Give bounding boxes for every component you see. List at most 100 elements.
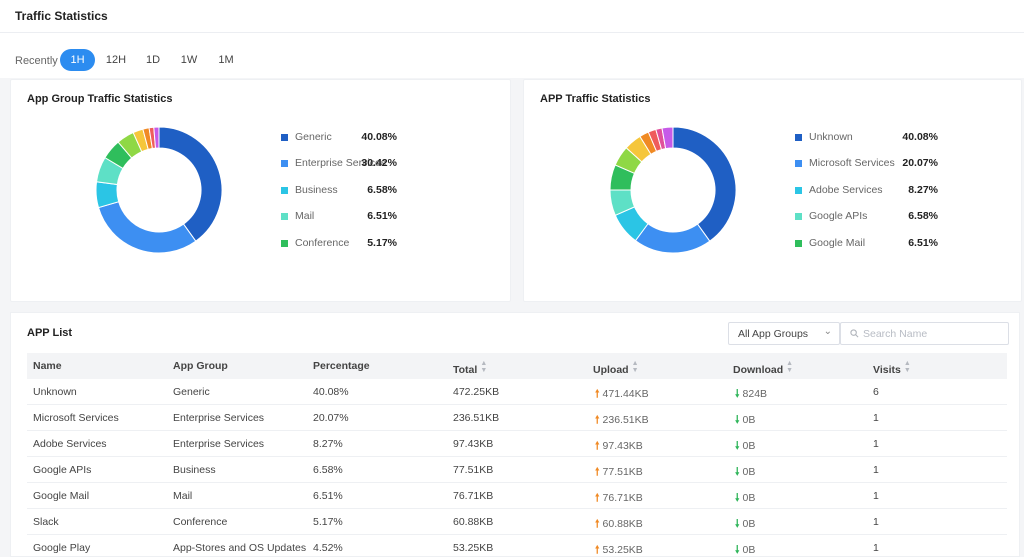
- legend-label: Unknown: [809, 131, 853, 143]
- range-option-12h[interactable]: 12H: [105, 54, 127, 66]
- app-donut-chart: [609, 126, 737, 254]
- legend-value: 6.51%: [908, 237, 938, 249]
- column-header-total[interactable]: Total▲ ▼: [453, 360, 487, 376]
- range-option-1w[interactable]: 1W: [180, 54, 198, 66]
- app-group-filter-select[interactable]: All App Groups ⌄: [728, 322, 840, 345]
- legend-value: 5.17%: [367, 237, 397, 249]
- cell-total: 97.43KB: [453, 438, 494, 450]
- app-list-card: APP List All App Groups ⌄ Name App Group…: [10, 312, 1020, 557]
- legend-value: 40.08%: [902, 131, 938, 143]
- table-row[interactable]: Slack Conference 5.17% 60.88KB 🠕 60.88KB …: [27, 509, 1007, 535]
- cell-upload: 🠕 471.44KB: [595, 386, 649, 404]
- legend-value: 20.07%: [902, 157, 938, 169]
- cell-download-value: 0B: [742, 492, 756, 504]
- cell-app-group: Enterprise Services: [173, 412, 265, 424]
- upload-arrow-icon: 🠕: [595, 440, 600, 452]
- donut-slice-enterprise-services[interactable]: [97, 201, 197, 254]
- cell-download-value: 0B: [742, 440, 756, 452]
- legend-swatch: [795, 187, 802, 194]
- cell-app-group: Mail: [173, 490, 193, 502]
- range-option-1d[interactable]: 1D: [145, 54, 161, 66]
- cell-download-value: 0B: [742, 466, 756, 478]
- donut-slice-unknown[interactable]: [672, 126, 737, 242]
- cell-total: 236.51KB: [453, 412, 500, 424]
- app-chart-card: APP Traffic Statistics Unknown 40.08% Mi…: [523, 79, 1022, 302]
- cell-upload: 🠕 53.25KB: [595, 542, 643, 557]
- legend-item-adobe-services[interactable]: Adobe Services 8.27%: [795, 184, 955, 198]
- cell-download: 🠗 0B: [735, 490, 755, 508]
- legend-value: 40.08%: [361, 131, 397, 143]
- upload-arrow-icon: 🠕: [595, 466, 600, 478]
- cell-upload-value: 60.88KB: [602, 518, 643, 530]
- column-header-percentage: Percentage: [313, 360, 370, 372]
- cell-download-value: 0B: [742, 414, 756, 426]
- table-row[interactable]: Microsoft Services Enterprise Services 2…: [27, 405, 1007, 431]
- cell-download-value: 0B: [742, 518, 756, 530]
- table-row[interactable]: Google Mail Mail 6.51% 76.71KB 🠕 76.71KB …: [27, 483, 1007, 509]
- column-header-visits[interactable]: Visits▲ ▼: [873, 360, 911, 376]
- range-option-1h[interactable]: 1H: [60, 49, 95, 71]
- legend-label: Microsoft Services: [809, 157, 895, 169]
- legend-value: 6.58%: [908, 210, 938, 222]
- table-row[interactable]: Adobe Services Enterprise Services 8.27%…: [27, 431, 1007, 457]
- cell-download-value: 824B: [742, 388, 768, 400]
- cell-visits: 1: [873, 490, 879, 502]
- legend-item-microsoft-services[interactable]: Microsoft Services 20.07%: [795, 157, 955, 171]
- legend-item-generic[interactable]: Generic 40.08%: [281, 131, 441, 145]
- cell-download: 🠗 824B: [735, 386, 767, 404]
- cell-download: 🠗 0B: [735, 412, 755, 430]
- app-group-chart-title: App Group Traffic Statistics: [27, 93, 173, 105]
- cell-percentage: 6.51%: [313, 490, 343, 502]
- range-label: Recently: [15, 55, 58, 67]
- cell-app-group: Business: [173, 464, 216, 476]
- search-name-input[interactable]: [863, 326, 1003, 342]
- legend-item-business[interactable]: Business 6.58%: [281, 184, 441, 198]
- legend-item-unknown[interactable]: Unknown 40.08%: [795, 131, 955, 145]
- legend-swatch: [281, 160, 288, 167]
- table-row[interactable]: Google APIs Business 6.58% 77.51KB 🠕 77.5…: [27, 457, 1007, 483]
- sort-icon: ▲ ▼: [786, 360, 794, 374]
- range-option-1m[interactable]: 1M: [218, 54, 234, 66]
- legend-item-google-mail[interactable]: Google Mail 6.51%: [795, 237, 955, 251]
- legend-swatch: [795, 240, 802, 247]
- search-box: [840, 322, 1009, 345]
- cell-name: Slack: [33, 516, 59, 528]
- cell-name: Google Mail: [33, 490, 90, 502]
- column-header-label: Upload: [593, 364, 629, 376]
- legend-item-mail[interactable]: Mail 6.51%: [281, 210, 441, 224]
- table-row[interactable]: Unknown Generic 40.08% 472.25KB 🠕 471.44K…: [27, 379, 1007, 405]
- table-row[interactable]: Google Play App-Stores and OS Updates 4.…: [27, 535, 1007, 557]
- legend-value: 30.42%: [361, 157, 397, 169]
- cell-download: 🠗 0B: [735, 542, 755, 557]
- column-header-upload[interactable]: Upload▲ ▼: [593, 360, 639, 376]
- legend-item-conference[interactable]: Conference 5.17%: [281, 237, 441, 251]
- cell-upload: 🠕 77.51KB: [595, 464, 643, 482]
- upload-arrow-icon: 🠕: [595, 544, 600, 556]
- cell-visits: 1: [873, 438, 879, 450]
- cell-visits: 1: [873, 412, 879, 424]
- cell-download: 🠗 0B: [735, 516, 755, 534]
- donut-slice-other-10[interactable]: [661, 126, 674, 150]
- app-group-chart-card: App Group Traffic Statistics Generic 40.…: [10, 79, 511, 302]
- column-header-label: Download: [733, 364, 784, 376]
- donut-slice-generic[interactable]: [158, 126, 223, 242]
- donut-slice-other-9[interactable]: [153, 126, 160, 149]
- column-header-download[interactable]: Download▲ ▼: [733, 360, 793, 376]
- chevron-down-icon: ⌄: [823, 326, 832, 337]
- legend-item-enterprise-services[interactable]: Enterprise Services 30.42%: [281, 157, 441, 171]
- download-arrow-icon: 🠗: [735, 466, 740, 478]
- cell-visits: 6: [873, 386, 879, 398]
- donut-slice-microsoft-services[interactable]: [634, 223, 711, 254]
- app-group-donut-chart: [95, 126, 223, 254]
- legend-swatch: [281, 240, 288, 247]
- sort-icon: ▲ ▼: [903, 360, 911, 374]
- cell-download: 🠗 0B: [735, 438, 755, 456]
- legend-item-google-apis[interactable]: Google APIs 6.58%: [795, 210, 955, 224]
- upload-arrow-icon: 🠕: [595, 414, 600, 426]
- download-arrow-icon: 🠗: [735, 492, 740, 504]
- legend-swatch: [281, 213, 288, 220]
- upload-arrow-icon: 🠕: [595, 388, 600, 400]
- download-arrow-icon: 🠗: [735, 414, 740, 426]
- cell-name: Microsoft Services: [33, 412, 119, 424]
- select-value: All App Groups: [738, 328, 809, 340]
